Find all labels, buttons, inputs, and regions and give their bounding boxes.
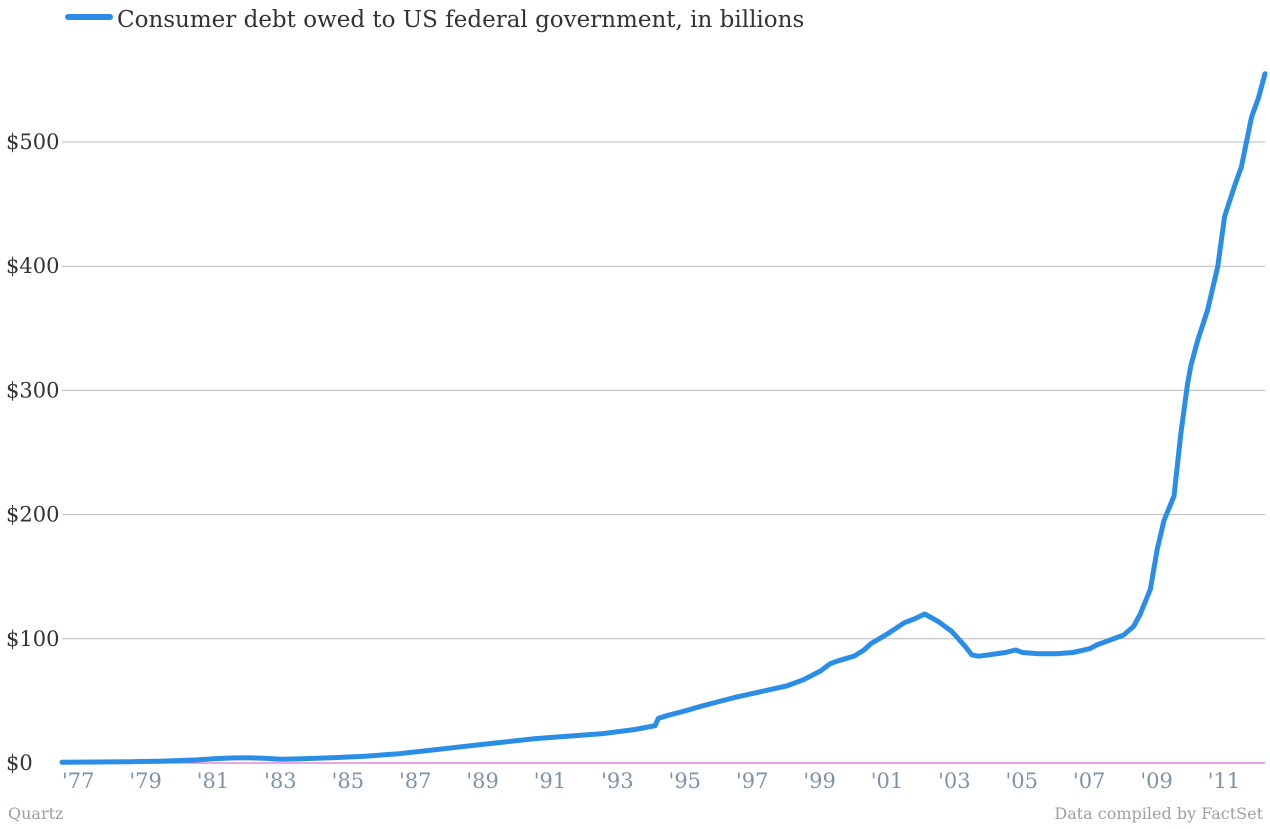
x-tick-label: '11: [1208, 769, 1241, 793]
x-tick-label: '87: [399, 769, 432, 793]
x-tick-label: '85: [332, 769, 365, 793]
legend: Consumer debt owed to US federal governm…: [65, 7, 804, 33]
x-tick-label: '93: [601, 769, 634, 793]
y-tick-label: $400: [6, 254, 59, 278]
x-tick-label: '89: [466, 769, 499, 793]
x-tick-label: '95: [669, 769, 702, 793]
x-axis-tick-labels: '77 '79 '81 '83 '85 '87 '89 '91 '93 '95 '97 '99 '01 '…: [62, 769, 1240, 793]
gridlines: [62, 141, 1265, 764]
x-tick-label: '99: [803, 769, 836, 793]
x-tick-label: '07: [1073, 769, 1106, 793]
footer-source-left: Quartz: [8, 804, 63, 823]
footer-source-right: Data compiled by FactSet: [1054, 804, 1263, 823]
y-tick-label: $200: [6, 503, 59, 527]
x-tick-label: '01: [871, 769, 904, 793]
x-tick-label: '83: [264, 769, 297, 793]
series-layer: [59, 71, 1268, 765]
legend-label: Consumer debt owed to US federal governm…: [117, 7, 804, 33]
y-axis-tick-labels: $0 $100 $200 $300 $400 $500: [6, 130, 59, 775]
y-tick-label: $100: [6, 627, 59, 651]
y-tick-label: $0: [6, 751, 33, 775]
series-line: [59, 71, 1268, 765]
x-tick-label: '09: [1140, 769, 1173, 793]
x-tick-label: '79: [129, 769, 162, 793]
y-tick-label: $300: [6, 378, 59, 402]
x-tick-label: '03: [938, 769, 971, 793]
x-tick-label: '81: [197, 769, 230, 793]
x-tick-label: '77: [62, 769, 95, 793]
y-tick-label: $500: [6, 130, 59, 154]
x-tick-label: '05: [1006, 769, 1039, 793]
x-tick-label: '91: [534, 769, 567, 793]
x-tick-label: '97: [736, 769, 769, 793]
